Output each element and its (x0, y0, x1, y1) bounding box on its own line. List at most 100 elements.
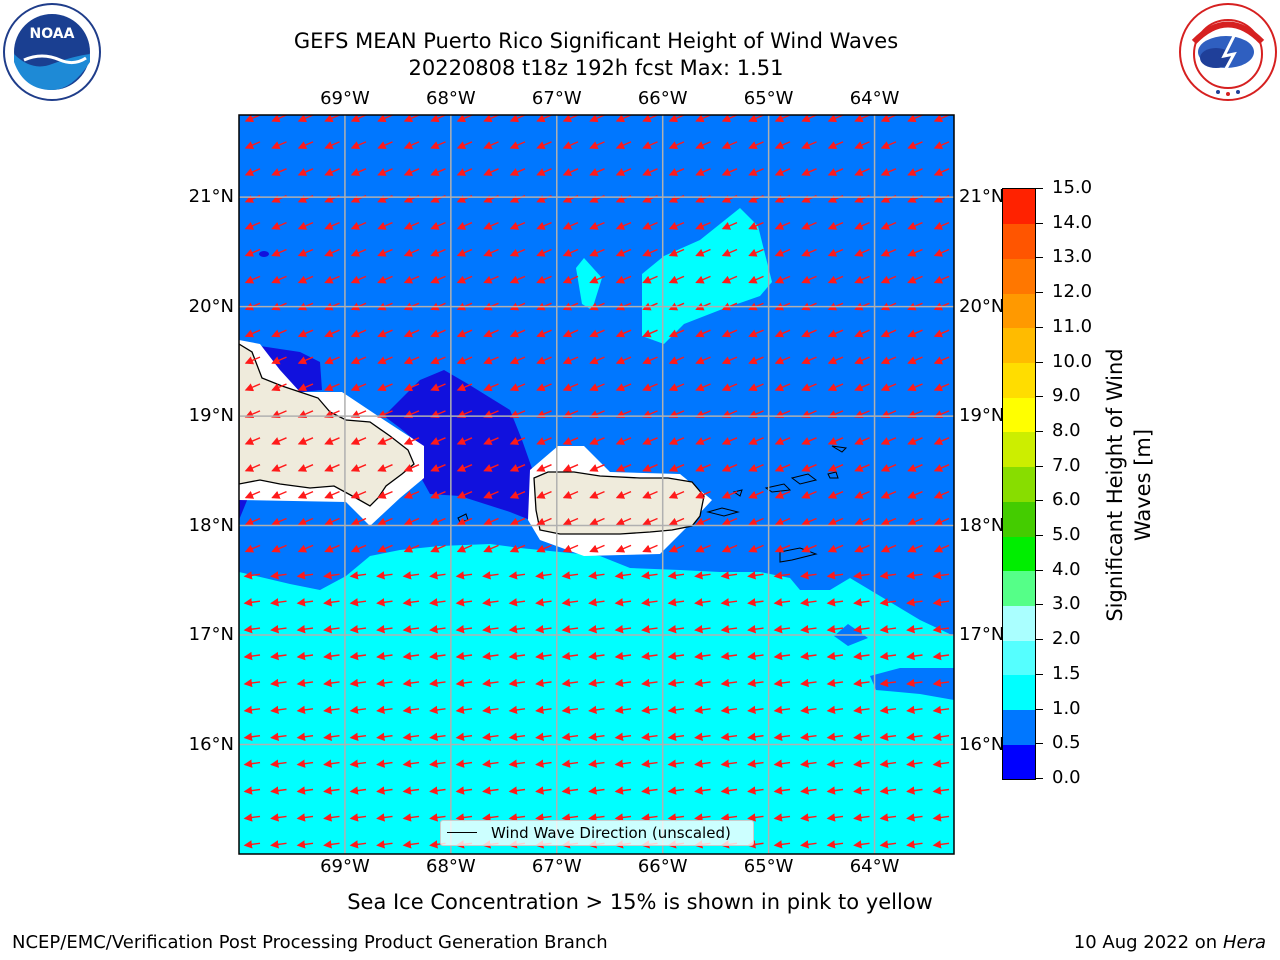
wind-wave-arrow (695, 517, 711, 526)
colorbar-segment (1003, 466, 1035, 502)
wind-wave-arrow (455, 813, 473, 822)
wind-wave-arrow (827, 141, 844, 150)
lat-label-left: 18°N (188, 514, 234, 536)
wind-wave-arrow (297, 437, 314, 445)
wind-wave-arrow (403, 275, 420, 284)
wind-wave-arrow (774, 383, 791, 392)
colorbar-tick-label: 2.0 (1052, 628, 1081, 650)
wind-wave-arrow (271, 356, 287, 365)
wind-wave-arrow (508, 598, 526, 607)
wind-wave-arrow (589, 437, 605, 445)
wind-wave-arrow (748, 383, 764, 392)
wind-wave-arrow (827, 437, 844, 445)
wind-wave-arrow (270, 786, 287, 795)
wind-wave-arrow (747, 678, 764, 688)
wind-wave-arrow (668, 221, 685, 230)
wind-wave-arrow (668, 356, 685, 365)
wind-wave-arrow (323, 786, 340, 795)
wind-wave-arrow (430, 356, 446, 365)
wind-wave-arrow (323, 813, 340, 822)
wind-wave-arrow (297, 544, 314, 553)
wind-wave-arrow (455, 732, 473, 741)
wind-wave-arrow (509, 115, 526, 123)
wind-wave-arrow (376, 571, 393, 580)
wind-wave-arrow (483, 329, 499, 338)
colorbar-tick-label: 1.0 (1052, 697, 1081, 719)
nws-logo (1179, 3, 1277, 101)
colorbar-tick (1035, 361, 1043, 363)
map-subtitle: 20220808 t18z 192h fcst Max: 1.51 (408, 56, 784, 80)
wind-wave-arrow (456, 168, 473, 176)
wind-wave-arrow (243, 678, 261, 688)
wind-wave-arrow (641, 678, 658, 688)
wind-wave-arrow (906, 651, 923, 661)
wind-wave-arrow (455, 786, 473, 795)
wind-wave-arrow (376, 840, 393, 849)
wind-wave-arrow (800, 678, 817, 688)
wind-wave-arrow (642, 517, 658, 526)
wind-wave-arrow (907, 490, 923, 499)
wind-wave-arrow (376, 625, 393, 634)
wind-wave-arrow (349, 651, 367, 661)
wind-wave-arrow (695, 464, 711, 472)
wind-wave-arrow (430, 248, 446, 257)
wind-wave-arrow (907, 544, 923, 553)
wind-wave-arrow (349, 759, 367, 768)
svg-text:NOAA: NOAA (30, 26, 75, 42)
wind-wave-arrow (244, 248, 261, 257)
wind-wave-arrow (906, 625, 923, 634)
wind-wave-arrow (694, 625, 711, 634)
wind-wave-arrow (907, 356, 923, 365)
wind-wave-arrow (854, 383, 870, 392)
colorbar-segment (1003, 536, 1035, 572)
wind-wave-arrow (667, 598, 685, 607)
wind-wave-arrow (932, 705, 950, 715)
wind-wave-arrow (589, 383, 605, 392)
wind-wave-arrow (296, 813, 314, 822)
wind-wave-arrow (297, 490, 314, 499)
wind-wave-arrow (377, 275, 393, 284)
wind-wave-arrow (589, 329, 605, 338)
wind-wave-arrow (932, 759, 950, 768)
wind-wave-arrow (350, 115, 367, 123)
wind-wave-arrow (430, 275, 446, 284)
wind-wave-arrow (270, 732, 287, 741)
wind-wave-arrow (429, 625, 446, 634)
wind-wave-arrow (720, 625, 738, 634)
wind-wave-arrow (536, 275, 552, 284)
colorbar-tick (1035, 639, 1043, 641)
land-puerto-rico (533, 471, 705, 535)
lat-label-left: 21°N (188, 186, 234, 208)
wind-wave-arrow (244, 356, 261, 365)
map-legend: Wind Wave Direction (unscaled) (440, 820, 754, 846)
wind-wave-arrow (296, 759, 314, 768)
wind-wave-arrow (773, 840, 791, 849)
wind-wave-arrow (588, 705, 605, 715)
wind-wave-arrow (827, 544, 844, 553)
wind-wave-arrow (508, 678, 526, 688)
wind-wave-arrow (324, 356, 340, 365)
wind-wave-arrow (854, 437, 870, 445)
lon-label-bottom: 68°W (425, 856, 476, 877)
wind-wave-arrow (323, 840, 340, 849)
wind-wave-arrow (853, 651, 870, 661)
wind-wave-arrow (748, 115, 764, 123)
wind-wave-arrow (430, 115, 446, 123)
wind-wave-arrow (349, 813, 367, 822)
colorbar-tick-label: 10.0 (1052, 350, 1093, 372)
wind-wave-arrow (244, 383, 261, 392)
wind-wave-arrow (297, 356, 314, 365)
wind-wave-arrow (324, 383, 340, 392)
wind-wave-arrow (377, 490, 393, 499)
wind-wave-arrow (800, 813, 817, 822)
noaa-logo: NOAA (3, 3, 101, 101)
wind-wave-arrow (535, 705, 552, 715)
wind-wave-arrow (615, 275, 632, 284)
wind-wave-arrow (483, 437, 499, 445)
wind-wave-arrow (270, 625, 287, 634)
wind-wave-arrow (296, 625, 314, 634)
wind-wave-arrow (536, 517, 552, 526)
wind-wave-arrow (748, 221, 764, 230)
wind-wave-arrow (668, 329, 685, 338)
wind-wave-arrow (535, 625, 552, 634)
